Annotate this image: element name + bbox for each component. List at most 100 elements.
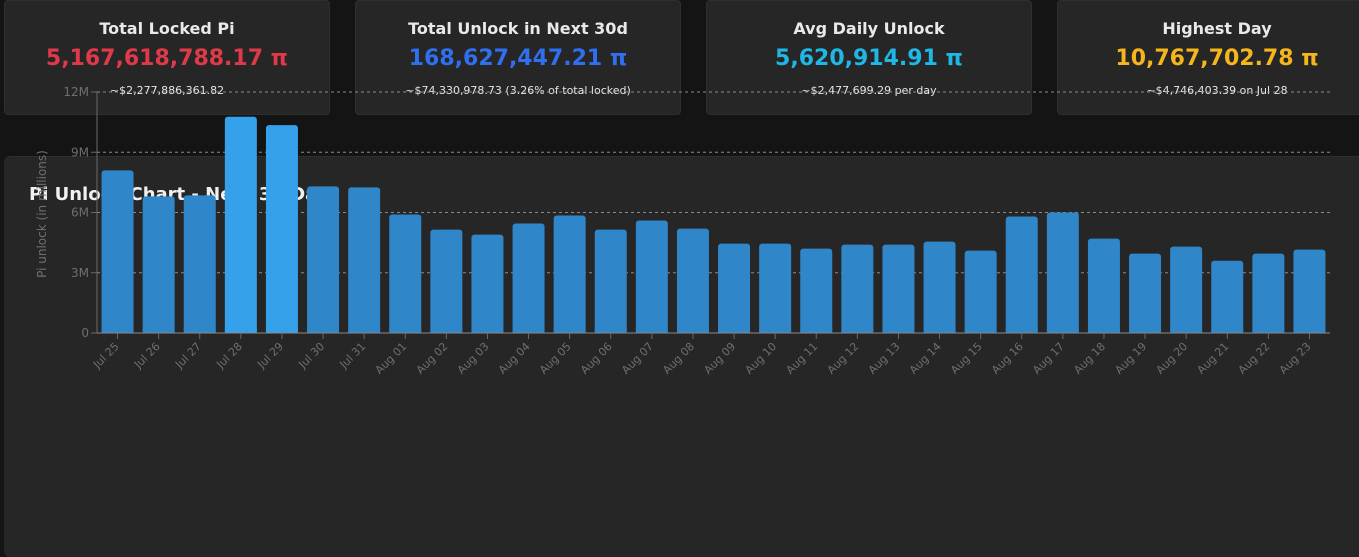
bar-base bbox=[1087, 329, 1120, 333]
bar-base bbox=[1252, 329, 1285, 333]
bar-jul-25[interactable] bbox=[101, 170, 134, 333]
bar-base bbox=[224, 329, 257, 333]
card-value: 5,620,914.91 π bbox=[775, 46, 963, 71]
x-tick-label: Aug 05 bbox=[537, 340, 574, 377]
bar-base bbox=[512, 329, 545, 333]
bar-aug-08[interactable] bbox=[676, 228, 709, 333]
stat-card-highest-day: Highest Day 10,767,702.78 π ~$4,746,403.… bbox=[1057, 0, 1359, 115]
stat-card-total-locked: Total Locked Pi 5,167,618,788.17 π ~$2,2… bbox=[4, 0, 330, 115]
stat-card-avg-daily-unlock: Avg Daily Unlock 5,620,914.91 π ~$2,477,… bbox=[706, 0, 1032, 115]
x-tick-label: Aug 20 bbox=[1154, 340, 1191, 377]
x-tick-label: Jul 28 bbox=[213, 340, 245, 372]
stat-card-total-unlock-30d: Total Unlock in Next 30d 168,627,447.21 … bbox=[355, 0, 681, 115]
card-value: 10,767,702.78 π bbox=[1115, 46, 1319, 71]
card-title: Avg Daily Unlock bbox=[793, 19, 945, 38]
bar-base bbox=[1211, 329, 1244, 333]
bar-base bbox=[430, 329, 463, 333]
x-tick-label: Aug 06 bbox=[578, 340, 615, 377]
x-tick-label: Aug 09 bbox=[701, 340, 738, 377]
bar-aug-21[interactable] bbox=[1211, 260, 1244, 333]
bar-base bbox=[923, 329, 956, 333]
bar-aug-23[interactable] bbox=[1293, 249, 1326, 333]
y-tick-label: 12M bbox=[63, 85, 89, 99]
bar-base bbox=[800, 329, 833, 333]
bar-aug-07[interactable] bbox=[635, 220, 668, 333]
bar-aug-09[interactable] bbox=[718, 243, 751, 333]
bar-jul-30[interactable] bbox=[307, 186, 340, 333]
card-subtext: ~$2,277,886,361.82 bbox=[109, 84, 225, 97]
bar-aug-14[interactable] bbox=[923, 241, 956, 333]
bar-aug-04[interactable] bbox=[512, 223, 545, 333]
bar-base bbox=[1170, 329, 1203, 333]
y-tick-label: 9M bbox=[71, 145, 89, 159]
card-subtext: ~$74,330,978.73 (3.26% of total locked) bbox=[405, 84, 631, 97]
x-tick-label: Aug 11 bbox=[784, 340, 821, 377]
bar-base bbox=[841, 329, 874, 333]
bar-base bbox=[594, 329, 627, 333]
bars bbox=[101, 116, 1326, 334]
bar-base bbox=[471, 329, 504, 333]
bar-jul-28[interactable] bbox=[224, 116, 257, 333]
x-tick-label: Aug 01 bbox=[373, 340, 410, 377]
bar-aug-19[interactable] bbox=[1129, 253, 1162, 333]
y-axis-label: Pi unlock (in millions) bbox=[35, 150, 49, 278]
x-tick-label: Jul 31 bbox=[337, 340, 369, 372]
bar-base bbox=[964, 329, 997, 333]
x-tick-label: Aug 17 bbox=[1030, 340, 1067, 377]
bar-aug-17[interactable] bbox=[1046, 212, 1079, 334]
x-tick-label: Aug 18 bbox=[1071, 340, 1108, 377]
x-tick-label: Aug 23 bbox=[1277, 340, 1314, 377]
bar-aug-20[interactable] bbox=[1170, 246, 1203, 333]
bar-jul-29[interactable] bbox=[265, 125, 298, 333]
x-tick-label: Aug 10 bbox=[743, 340, 780, 377]
x-tick-label: Aug 04 bbox=[496, 340, 533, 377]
bar-base bbox=[1046, 329, 1079, 333]
x-tick-label: Jul 29 bbox=[254, 340, 286, 372]
x-tick-label: Jul 26 bbox=[131, 340, 163, 372]
y-tick-label: 3M bbox=[71, 266, 89, 280]
x-tick-label: Aug 08 bbox=[660, 340, 697, 377]
bar-base bbox=[718, 329, 751, 333]
bar-base bbox=[101, 329, 134, 333]
bar-aug-02[interactable] bbox=[430, 229, 463, 333]
bar-base bbox=[553, 329, 586, 333]
bar-aug-15[interactable] bbox=[964, 250, 997, 333]
x-tick-label: Aug 12 bbox=[825, 340, 862, 377]
bar-aug-18[interactable] bbox=[1087, 238, 1120, 333]
bar-base bbox=[265, 329, 298, 333]
bar-base bbox=[307, 329, 340, 333]
x-tick-label: Jul 25 bbox=[90, 340, 122, 372]
card-title: Total Locked Pi bbox=[99, 19, 235, 38]
card-title: Highest Day bbox=[1162, 19, 1272, 38]
bar-aug-06[interactable] bbox=[594, 229, 627, 333]
card-value: 5,167,618,788.17 π bbox=[45, 46, 289, 71]
x-tick-label: Aug 19 bbox=[1112, 340, 1149, 377]
bar-aug-12[interactable] bbox=[841, 244, 874, 333]
y-tick-label: 6M bbox=[71, 206, 89, 220]
bar-base bbox=[759, 329, 792, 333]
bar-aug-13[interactable] bbox=[882, 244, 915, 333]
bar-base bbox=[183, 329, 216, 333]
bar-aug-10[interactable] bbox=[759, 243, 792, 333]
bar-jul-31[interactable] bbox=[348, 187, 381, 333]
bar-aug-22[interactable] bbox=[1252, 253, 1285, 333]
x-tick-label: Jul 30 bbox=[296, 340, 328, 372]
bar-base bbox=[389, 329, 422, 333]
x-tick-label: Aug 07 bbox=[619, 340, 656, 377]
bar-aug-05[interactable] bbox=[553, 215, 586, 333]
bar-base bbox=[1129, 329, 1162, 333]
unlock-bar-chart: 0 3M 6M 9M 12M Jul 25 Jul 26 Jul 27 Jul 28 Jul 29… bbox=[35, 85, 1330, 377]
bar-base bbox=[635, 329, 668, 333]
bar-jul-26[interactable] bbox=[142, 196, 175, 333]
bar-base bbox=[348, 329, 381, 333]
x-tick-label: Aug 13 bbox=[866, 340, 903, 377]
bar-aug-11[interactable] bbox=[800, 248, 833, 333]
bar-jul-27[interactable] bbox=[183, 195, 216, 333]
bar-aug-03[interactable] bbox=[471, 234, 504, 333]
bar-aug-01[interactable] bbox=[389, 214, 422, 333]
bar-base bbox=[882, 329, 915, 333]
bar-aug-16[interactable] bbox=[1005, 216, 1038, 333]
x-tick-label: Aug 21 bbox=[1195, 340, 1232, 377]
x-tick-label: Aug 02 bbox=[414, 340, 451, 377]
bar-base bbox=[1005, 329, 1038, 333]
